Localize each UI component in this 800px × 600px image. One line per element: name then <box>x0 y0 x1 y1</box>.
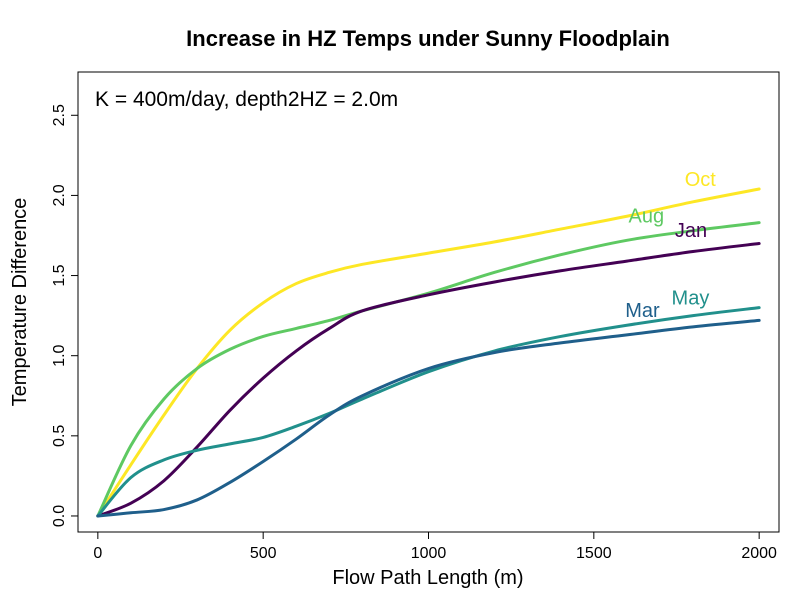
y-tick-label: 1.0 <box>51 344 68 366</box>
series-line-may <box>96 306 761 518</box>
series-label-mar: Mar <box>625 300 660 322</box>
x-tick-label: 1000 <box>411 545 447 562</box>
x-tick-label: 0 <box>93 545 102 562</box>
chart-annotation: K = 400m/day, depth2HZ = 2.0m <box>95 88 398 111</box>
series-line-jan <box>96 242 761 518</box>
series-label-may: May <box>672 287 710 309</box>
y-tick-label: 2.5 <box>51 104 68 126</box>
x-tick-label: 1500 <box>576 545 612 562</box>
series-label-oct: Oct <box>685 169 717 191</box>
series-lines <box>96 187 761 518</box>
chart-title: Increase in HZ Temps under Sunny Floodpl… <box>186 26 670 51</box>
y-axis: 0.0 0.5 1.0 1.5 2.0 2.5 <box>51 104 79 527</box>
y-tick-label: 2.0 <box>51 184 68 206</box>
y-tick-label: 0.5 <box>51 425 68 447</box>
x-tick-label: 2000 <box>741 545 777 562</box>
x-axis: 0 500 1000 1500 2000 <box>93 531 777 562</box>
x-axis-title: Flow Path Length (m) <box>332 567 523 589</box>
y-tick-label: 0.0 <box>51 505 68 527</box>
series-line-oct <box>96 187 761 518</box>
series-line-mar <box>96 318 761 518</box>
series-labels: Oct Aug Jan May Mar <box>625 169 716 322</box>
x-tick-label: 500 <box>250 545 277 562</box>
y-tick-label: 1.5 <box>51 264 68 286</box>
series-label-aug: Aug <box>629 206 665 228</box>
series-line-aug <box>96 221 761 518</box>
y-axis-title: Temperature Difference <box>9 198 31 407</box>
series-label-jan: Jan <box>675 220 707 242</box>
